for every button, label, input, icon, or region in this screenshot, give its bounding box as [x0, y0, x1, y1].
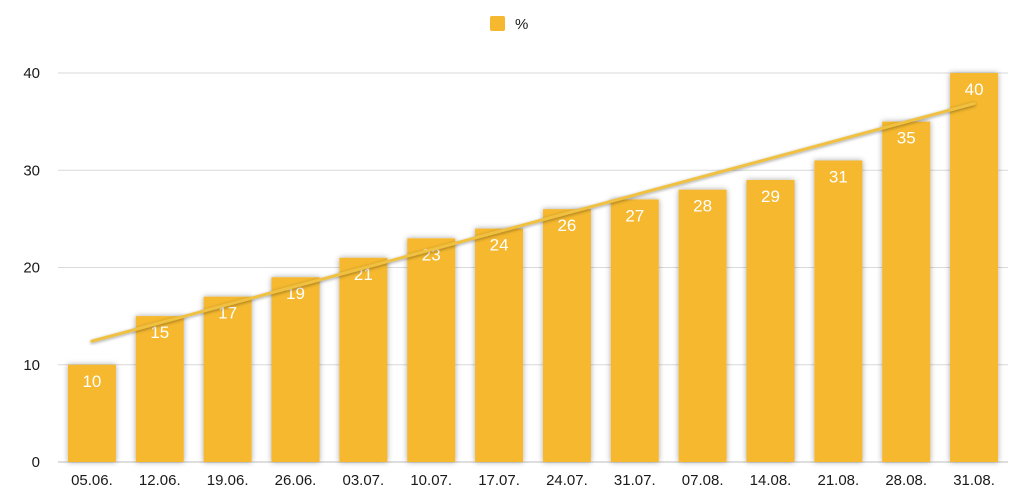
y-tick-label: 10	[23, 357, 40, 374]
bar	[339, 257, 388, 462]
data-label: 40	[965, 80, 984, 99]
data-label: 28	[693, 197, 712, 216]
x-tick-label: 19.06.	[207, 472, 249, 489]
trendline	[90, 102, 976, 343]
y-axis: 0 10 20 30 40	[23, 65, 40, 471]
bar	[135, 316, 184, 462]
y-tick-label: 0	[32, 454, 40, 471]
x-tick-label: 31.07.	[614, 472, 656, 489]
bar	[407, 238, 456, 462]
bar	[882, 121, 931, 462]
x-tick-label: 31.08.	[953, 472, 995, 489]
x-tick-label: 21.08.	[817, 472, 859, 489]
data-label: 29	[761, 187, 780, 206]
legend: %	[490, 16, 528, 33]
y-tick-label: 40	[23, 65, 40, 82]
data-label: 26	[557, 216, 576, 235]
bar	[746, 179, 795, 462]
bar	[67, 364, 116, 462]
data-label: 15	[150, 323, 169, 342]
legend-label: %	[515, 16, 528, 33]
x-tick-label: 10.07.	[410, 472, 452, 489]
data-label: 10	[82, 372, 101, 391]
bar	[271, 277, 320, 462]
y-tick-label: 30	[23, 162, 40, 179]
x-tick-label: 12.06.	[139, 472, 181, 489]
x-tick-label: 26.06.	[275, 472, 317, 489]
bar	[950, 73, 999, 462]
x-tick-label: 05.06.	[71, 472, 113, 489]
x-tick-label: 24.07.	[546, 472, 588, 489]
data-label: 17	[218, 304, 237, 323]
data-label: 27	[625, 206, 644, 225]
legend-swatch	[490, 16, 505, 31]
bar	[678, 189, 727, 462]
x-tick-label: 07.08.	[682, 472, 724, 489]
x-tick-label: 14.08.	[750, 472, 792, 489]
data-label: 31	[829, 168, 848, 187]
x-tick-label: 17.07.	[478, 472, 520, 489]
bar	[203, 296, 252, 462]
x-tick-label: 03.07.	[342, 472, 384, 489]
x-tick-label: 28.08.	[885, 472, 927, 489]
bar	[542, 209, 591, 462]
y-tick-label: 20	[23, 260, 40, 277]
trendline-path	[90, 102, 976, 343]
bar	[475, 228, 524, 462]
bar	[610, 199, 659, 463]
data-label: 35	[897, 129, 916, 148]
data-label: 24	[490, 236, 509, 255]
bar	[814, 160, 863, 462]
x-axis: 05.06. 12.06. 19.06. 26.06. 03.07. 10.07. 17.0…	[71, 472, 995, 489]
